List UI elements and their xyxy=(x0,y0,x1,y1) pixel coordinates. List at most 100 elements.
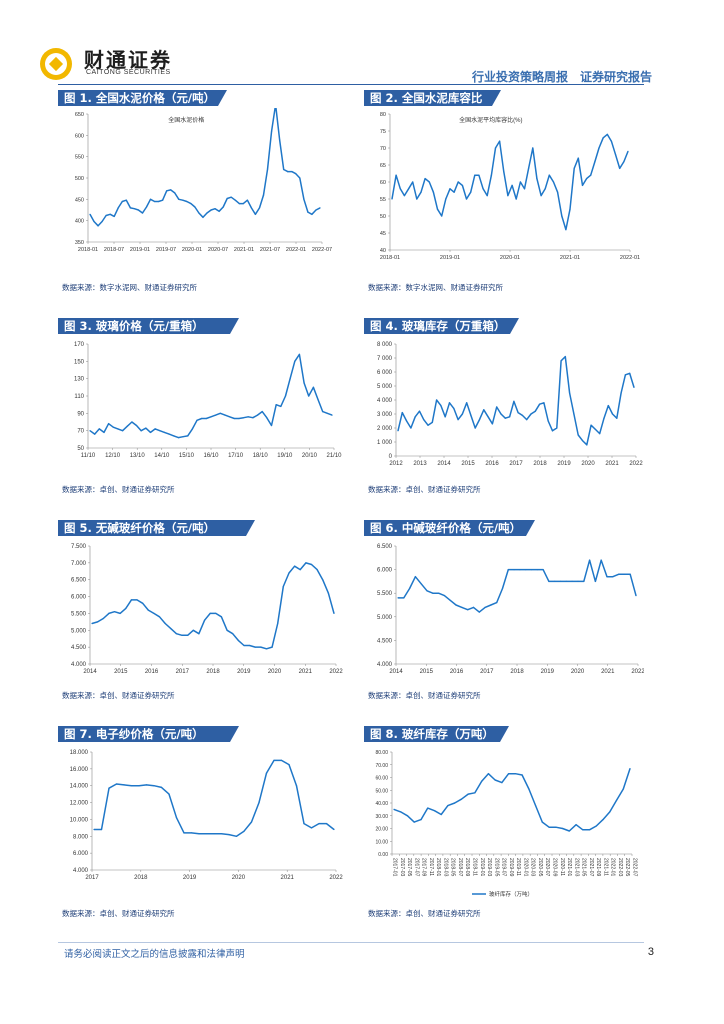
data-point xyxy=(541,821,543,823)
x-tick-label: 2017-09 xyxy=(421,858,427,877)
x-tick-label: 17/10 xyxy=(228,453,244,459)
data-point xyxy=(250,821,253,823)
data-point xyxy=(89,430,91,432)
data-point xyxy=(135,424,138,427)
x-tick-label: 2021-07 xyxy=(588,858,594,877)
x-tick-label: 2020-05 xyxy=(537,858,543,877)
data-point xyxy=(569,392,571,394)
data-point xyxy=(453,407,455,409)
data-point xyxy=(611,413,614,415)
data-point xyxy=(215,414,217,416)
data-point xyxy=(590,174,592,176)
data-point xyxy=(575,824,577,826)
y-tick-label: 60.00 xyxy=(375,776,388,782)
data-point xyxy=(416,198,418,200)
data-point xyxy=(400,811,402,813)
data-point xyxy=(561,215,563,217)
figure-title: 图 5. 无碱玻纤价格（元/吨） xyxy=(58,520,255,536)
data-point xyxy=(126,425,128,427)
data-point xyxy=(484,606,486,608)
y-tick-label: 45 xyxy=(380,231,386,237)
data-point xyxy=(408,188,410,190)
data-point xyxy=(465,198,468,200)
data-point xyxy=(234,199,236,201)
y-tick-label: 10.00 xyxy=(375,839,388,845)
data-point xyxy=(438,592,440,594)
data-point xyxy=(457,419,459,421)
data-point xyxy=(623,573,625,575)
data-point xyxy=(218,210,220,212)
y-tick-label: 70 xyxy=(77,429,84,435)
data-point xyxy=(507,569,509,571)
data-point xyxy=(238,203,240,205)
y-tick-label: 20.00 xyxy=(375,827,388,833)
data-point xyxy=(206,212,208,214)
x-tick-label: 2018-07 xyxy=(104,247,124,253)
y-tick-label: 4.000 xyxy=(73,868,89,874)
series-line xyxy=(94,759,335,838)
data-point xyxy=(470,191,472,193)
data-point xyxy=(496,602,498,604)
data-point xyxy=(210,209,212,211)
data-point xyxy=(175,817,178,819)
data-point xyxy=(508,773,510,775)
data-point xyxy=(103,431,105,433)
y-tick-label: 80.00 xyxy=(375,750,388,756)
data-point xyxy=(326,412,328,414)
data-point xyxy=(470,414,472,416)
data-point xyxy=(113,611,116,613)
data-point xyxy=(569,208,571,210)
data-point xyxy=(210,416,212,418)
data-point xyxy=(312,386,314,388)
x-tick-label: 2017 xyxy=(85,875,99,881)
x-tick-label: 2017 xyxy=(176,669,190,675)
data-point xyxy=(299,569,301,571)
data-point xyxy=(399,188,401,190)
data-point xyxy=(168,793,170,795)
x-tick-label: 2022-07 xyxy=(312,247,332,253)
data-point xyxy=(449,188,451,190)
data-point xyxy=(401,412,403,414)
data-point xyxy=(275,404,277,406)
data-point xyxy=(205,833,208,835)
data-point xyxy=(455,604,457,606)
data-point xyxy=(280,759,283,761)
data-point xyxy=(252,417,254,419)
x-tick-label: 13/10 xyxy=(130,453,146,459)
data-point xyxy=(486,195,488,197)
data-point xyxy=(548,826,550,828)
x-tick-label: 2017-11 xyxy=(428,858,434,876)
data-point xyxy=(478,419,481,421)
data-point xyxy=(418,410,421,412)
data-point xyxy=(113,215,115,217)
data-point xyxy=(198,633,200,635)
data-point xyxy=(526,419,528,421)
x-tick-label: 2016 xyxy=(450,669,464,675)
data-point xyxy=(536,569,538,571)
data-point xyxy=(160,786,163,788)
data-point xyxy=(428,181,430,183)
brand-name-cn: 财通证券 xyxy=(84,48,172,72)
data-point xyxy=(474,427,476,429)
data-point xyxy=(243,644,245,647)
data-point xyxy=(97,225,99,227)
x-tick-label: 2020 xyxy=(232,875,246,881)
y-tick-label: 4.000 xyxy=(71,662,87,668)
data-point xyxy=(474,174,476,176)
data-point xyxy=(432,592,434,594)
x-tick-label: 2020 xyxy=(581,461,595,467)
data-point xyxy=(420,191,422,193)
x-tick-label: 2019-07 xyxy=(501,858,507,877)
data-point xyxy=(190,832,193,834)
y-tick-label: 4 000 xyxy=(377,398,393,404)
data-point xyxy=(540,195,542,197)
footer-disclaimer: 请务必阅读正文之后的信息披露和法律声明 xyxy=(64,949,245,960)
x-tick-label: 2022 xyxy=(629,461,643,467)
x-tick-label: 2020-07 xyxy=(544,858,550,877)
x-tick-label: 2018-01 xyxy=(435,858,441,877)
y-tick-label: 7 000 xyxy=(377,356,393,362)
x-tick-label: 18/10 xyxy=(253,453,269,459)
data-point xyxy=(447,805,449,807)
data-point xyxy=(89,213,91,215)
data-point xyxy=(117,207,119,209)
